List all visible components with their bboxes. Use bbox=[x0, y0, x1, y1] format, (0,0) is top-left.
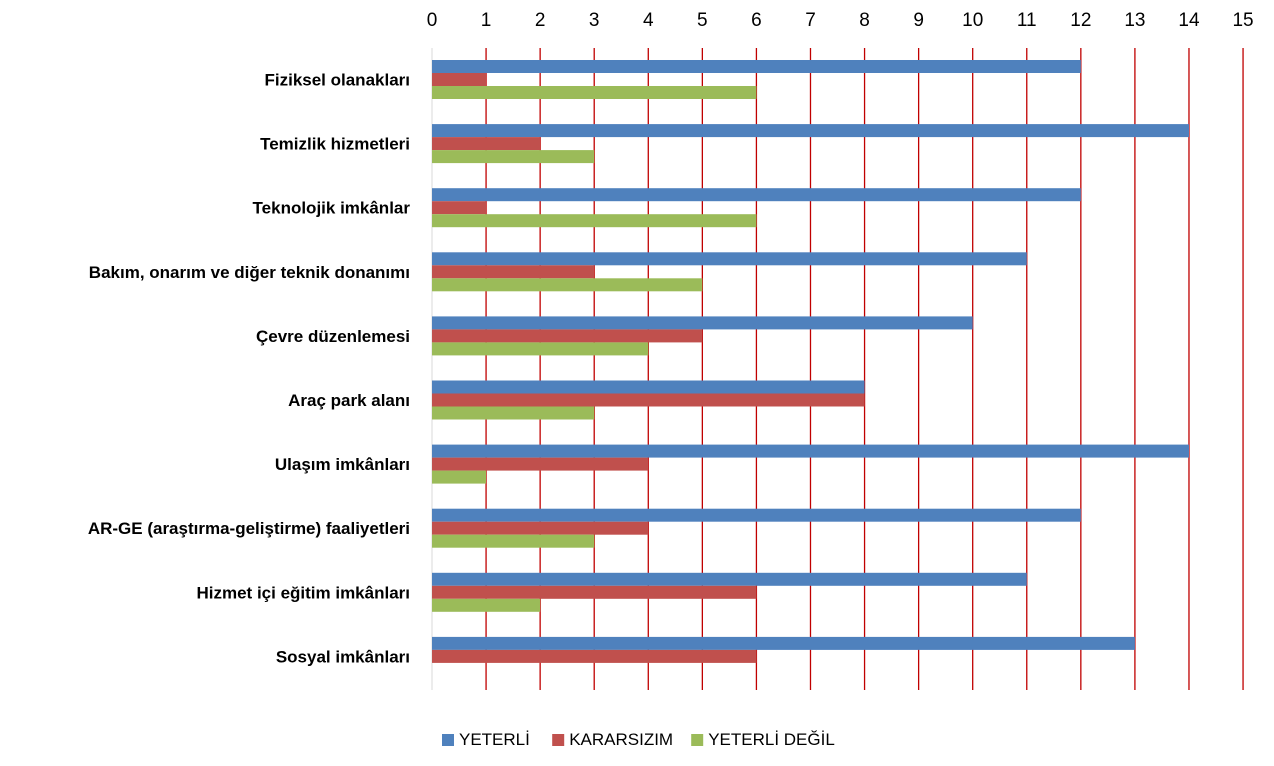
x-tick-label: 6 bbox=[751, 10, 762, 31]
category-label: Sosyal imkânları bbox=[276, 647, 410, 666]
legend-label: YETERLİ bbox=[459, 730, 530, 749]
category-label: Teknolojik imkânlar bbox=[253, 199, 411, 218]
category-labels: Fiziksel olanakları Temizlik hizmetleri Te… bbox=[88, 71, 411, 667]
x-tick-label: 4 bbox=[643, 10, 654, 31]
bar bbox=[432, 444, 1189, 458]
x-tick-label: 9 bbox=[913, 10, 924, 31]
bar bbox=[432, 73, 487, 86]
bar bbox=[432, 329, 703, 343]
x-tick-label: 5 bbox=[697, 10, 708, 31]
x-tick-label: 3 bbox=[589, 10, 600, 31]
bar bbox=[432, 86, 757, 99]
bar bbox=[432, 508, 1081, 522]
bar bbox=[432, 457, 649, 471]
x-tick-label: 2 bbox=[535, 10, 546, 31]
bar bbox=[432, 150, 595, 164]
legend-label: YETERLİ DEĞİL bbox=[708, 730, 835, 749]
category-label: Hizmet içi eğitim imkânları bbox=[196, 583, 410, 602]
x-tick-label: 11 bbox=[1017, 10, 1037, 31]
gridlines bbox=[431, 48, 1244, 690]
x-tick-label: 14 bbox=[1178, 10, 1200, 31]
category-label: Fiziksel olanakları bbox=[264, 71, 410, 90]
category-label: AR-GE (araştırma-geliştirme) faaliyetler… bbox=[88, 519, 410, 538]
category-label: Temizlik hizmetleri bbox=[260, 135, 410, 154]
bar bbox=[432, 201, 487, 215]
x-tick-label: 12 bbox=[1070, 10, 1091, 31]
bar bbox=[432, 393, 865, 407]
x-tick-label: 10 bbox=[962, 10, 983, 31]
x-tick-label: 13 bbox=[1124, 10, 1145, 31]
category-label: Çevre düzenlemesi bbox=[256, 327, 410, 346]
category-label: Bakım, onarım ve diğer teknik donanımı bbox=[89, 263, 410, 282]
x-tick-label: 1 bbox=[481, 10, 492, 31]
bar bbox=[432, 649, 757, 663]
bar bbox=[432, 521, 649, 535]
bar bbox=[432, 316, 973, 330]
bar bbox=[432, 252, 1027, 266]
bar bbox=[432, 137, 541, 151]
bar bbox=[432, 265, 595, 279]
bar bbox=[432, 188, 1081, 202]
x-tick-label: 15 bbox=[1232, 10, 1253, 31]
legend-swatch bbox=[442, 734, 454, 746]
bar bbox=[432, 214, 757, 228]
bars bbox=[432, 60, 1189, 663]
x-tick-label: 0 bbox=[427, 10, 438, 31]
bar bbox=[432, 470, 487, 484]
bar bbox=[432, 572, 1027, 586]
bar bbox=[432, 60, 1081, 73]
bar bbox=[432, 406, 595, 420]
category-label: Araç park alanı bbox=[288, 391, 410, 410]
bar bbox=[432, 342, 649, 356]
bar bbox=[432, 598, 541, 612]
bar bbox=[432, 380, 865, 394]
bar bbox=[432, 534, 595, 548]
x-tick-label: 8 bbox=[859, 10, 870, 31]
category-label: Ulaşım imkânları bbox=[275, 455, 410, 474]
legend-swatch bbox=[552, 734, 565, 746]
bar bbox=[432, 278, 703, 292]
legend: YETERLİ KARARSIZIM YETERLİ DEĞİL bbox=[442, 730, 835, 749]
x-axis-ticks: 0 1 2 3 4 5 6 7 8 9 10 11 12 13 14 15 bbox=[427, 10, 1254, 31]
bar bbox=[432, 585, 757, 599]
bar bbox=[432, 636, 1135, 650]
legend-swatch bbox=[691, 734, 704, 746]
legend-label: KARARSIZIM bbox=[569, 730, 673, 749]
bar bbox=[432, 124, 1189, 138]
x-tick-label: 7 bbox=[805, 10, 816, 31]
